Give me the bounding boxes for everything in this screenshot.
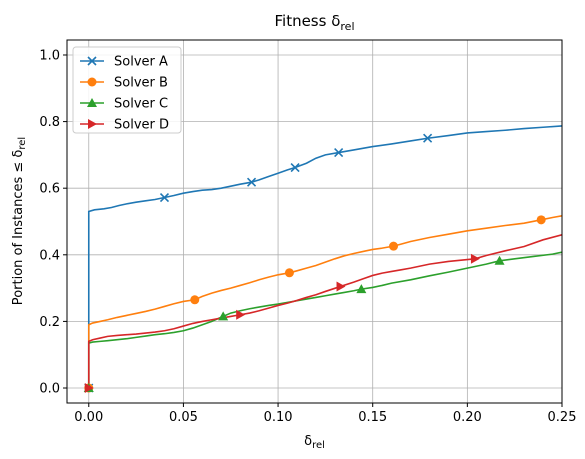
legend-label: Solver D xyxy=(114,118,169,133)
legend-item-solver-b: Solver B xyxy=(80,76,168,91)
solver-b-point xyxy=(190,295,200,305)
x-tick-label: 0.10 xyxy=(264,410,293,425)
y-tick-label: 0.0 xyxy=(39,382,60,397)
legend-item-solver-a: Solver A xyxy=(80,55,168,70)
legend-marker xyxy=(87,77,97,87)
legend-marker xyxy=(87,56,97,66)
x-axis: 0.00 0.05 0.10 0.15 0.20 0.25 xyxy=(74,403,576,425)
solver-c-line xyxy=(87,251,562,389)
y-tick-label: 0.8 xyxy=(39,115,60,130)
legend-box xyxy=(72,46,182,134)
solver-d-line xyxy=(87,234,562,389)
x-tick-label: 0.25 xyxy=(548,410,577,425)
solver-c-point xyxy=(218,311,229,321)
solver-b-point xyxy=(389,241,399,251)
y-axis-label-subscript: rel xyxy=(17,137,28,150)
legend-label: Solver B xyxy=(114,76,168,91)
solver-a-point xyxy=(423,133,433,143)
y-axis-label: Portion of Instances ≤ δrel xyxy=(11,137,28,305)
y-tick-label: 1.0 xyxy=(39,48,60,63)
solver-d-point xyxy=(236,309,246,320)
x-axis-label: δrel xyxy=(304,434,325,451)
solver-d-point xyxy=(470,253,480,264)
legend-marker xyxy=(87,98,97,107)
solver-a-point xyxy=(290,162,300,173)
x-tick-label: 0.00 xyxy=(74,410,103,425)
solver-b-point xyxy=(284,268,294,278)
legend-label: Solver C xyxy=(114,97,168,112)
x-tick-label: 0.05 xyxy=(169,410,198,425)
solver-a-point xyxy=(246,177,257,187)
legend-item-solver-d: Solver D xyxy=(80,118,169,133)
legend-marker xyxy=(88,119,97,129)
solver-b-line xyxy=(87,215,562,389)
solver-c-point xyxy=(356,284,367,294)
chart-title-subscript: rel xyxy=(340,20,354,33)
x-tick-label: 0.15 xyxy=(358,410,387,425)
series-layer xyxy=(87,125,562,389)
y-tick-label: 0.4 xyxy=(39,248,60,263)
solver-d-point xyxy=(84,383,94,394)
legend-item-solver-c: Solver C xyxy=(80,97,168,112)
x-axis-label-subscript: rel xyxy=(312,440,325,451)
x-tick-label: 0.20 xyxy=(453,410,482,425)
solver-d-point xyxy=(336,281,346,292)
solver-a-point xyxy=(334,147,344,158)
solver-a-line xyxy=(87,125,562,389)
legend: Solver A Solver B Solver C Solver D xyxy=(72,46,182,134)
plot-frame xyxy=(66,39,563,404)
solver-a-point xyxy=(159,192,170,203)
y-tick-label: 0.6 xyxy=(39,182,60,197)
solver-b-point xyxy=(536,215,546,225)
solver-c-point xyxy=(494,255,505,265)
chart-title: Fitness δrel xyxy=(274,12,354,33)
legend-label: Solver A xyxy=(114,55,168,70)
marker-layer xyxy=(83,133,546,394)
y-axis: 0.0 0.2 0.4 0.6 0.8 1.0 xyxy=(39,48,67,397)
y-tick-label: 0.2 xyxy=(39,315,60,330)
